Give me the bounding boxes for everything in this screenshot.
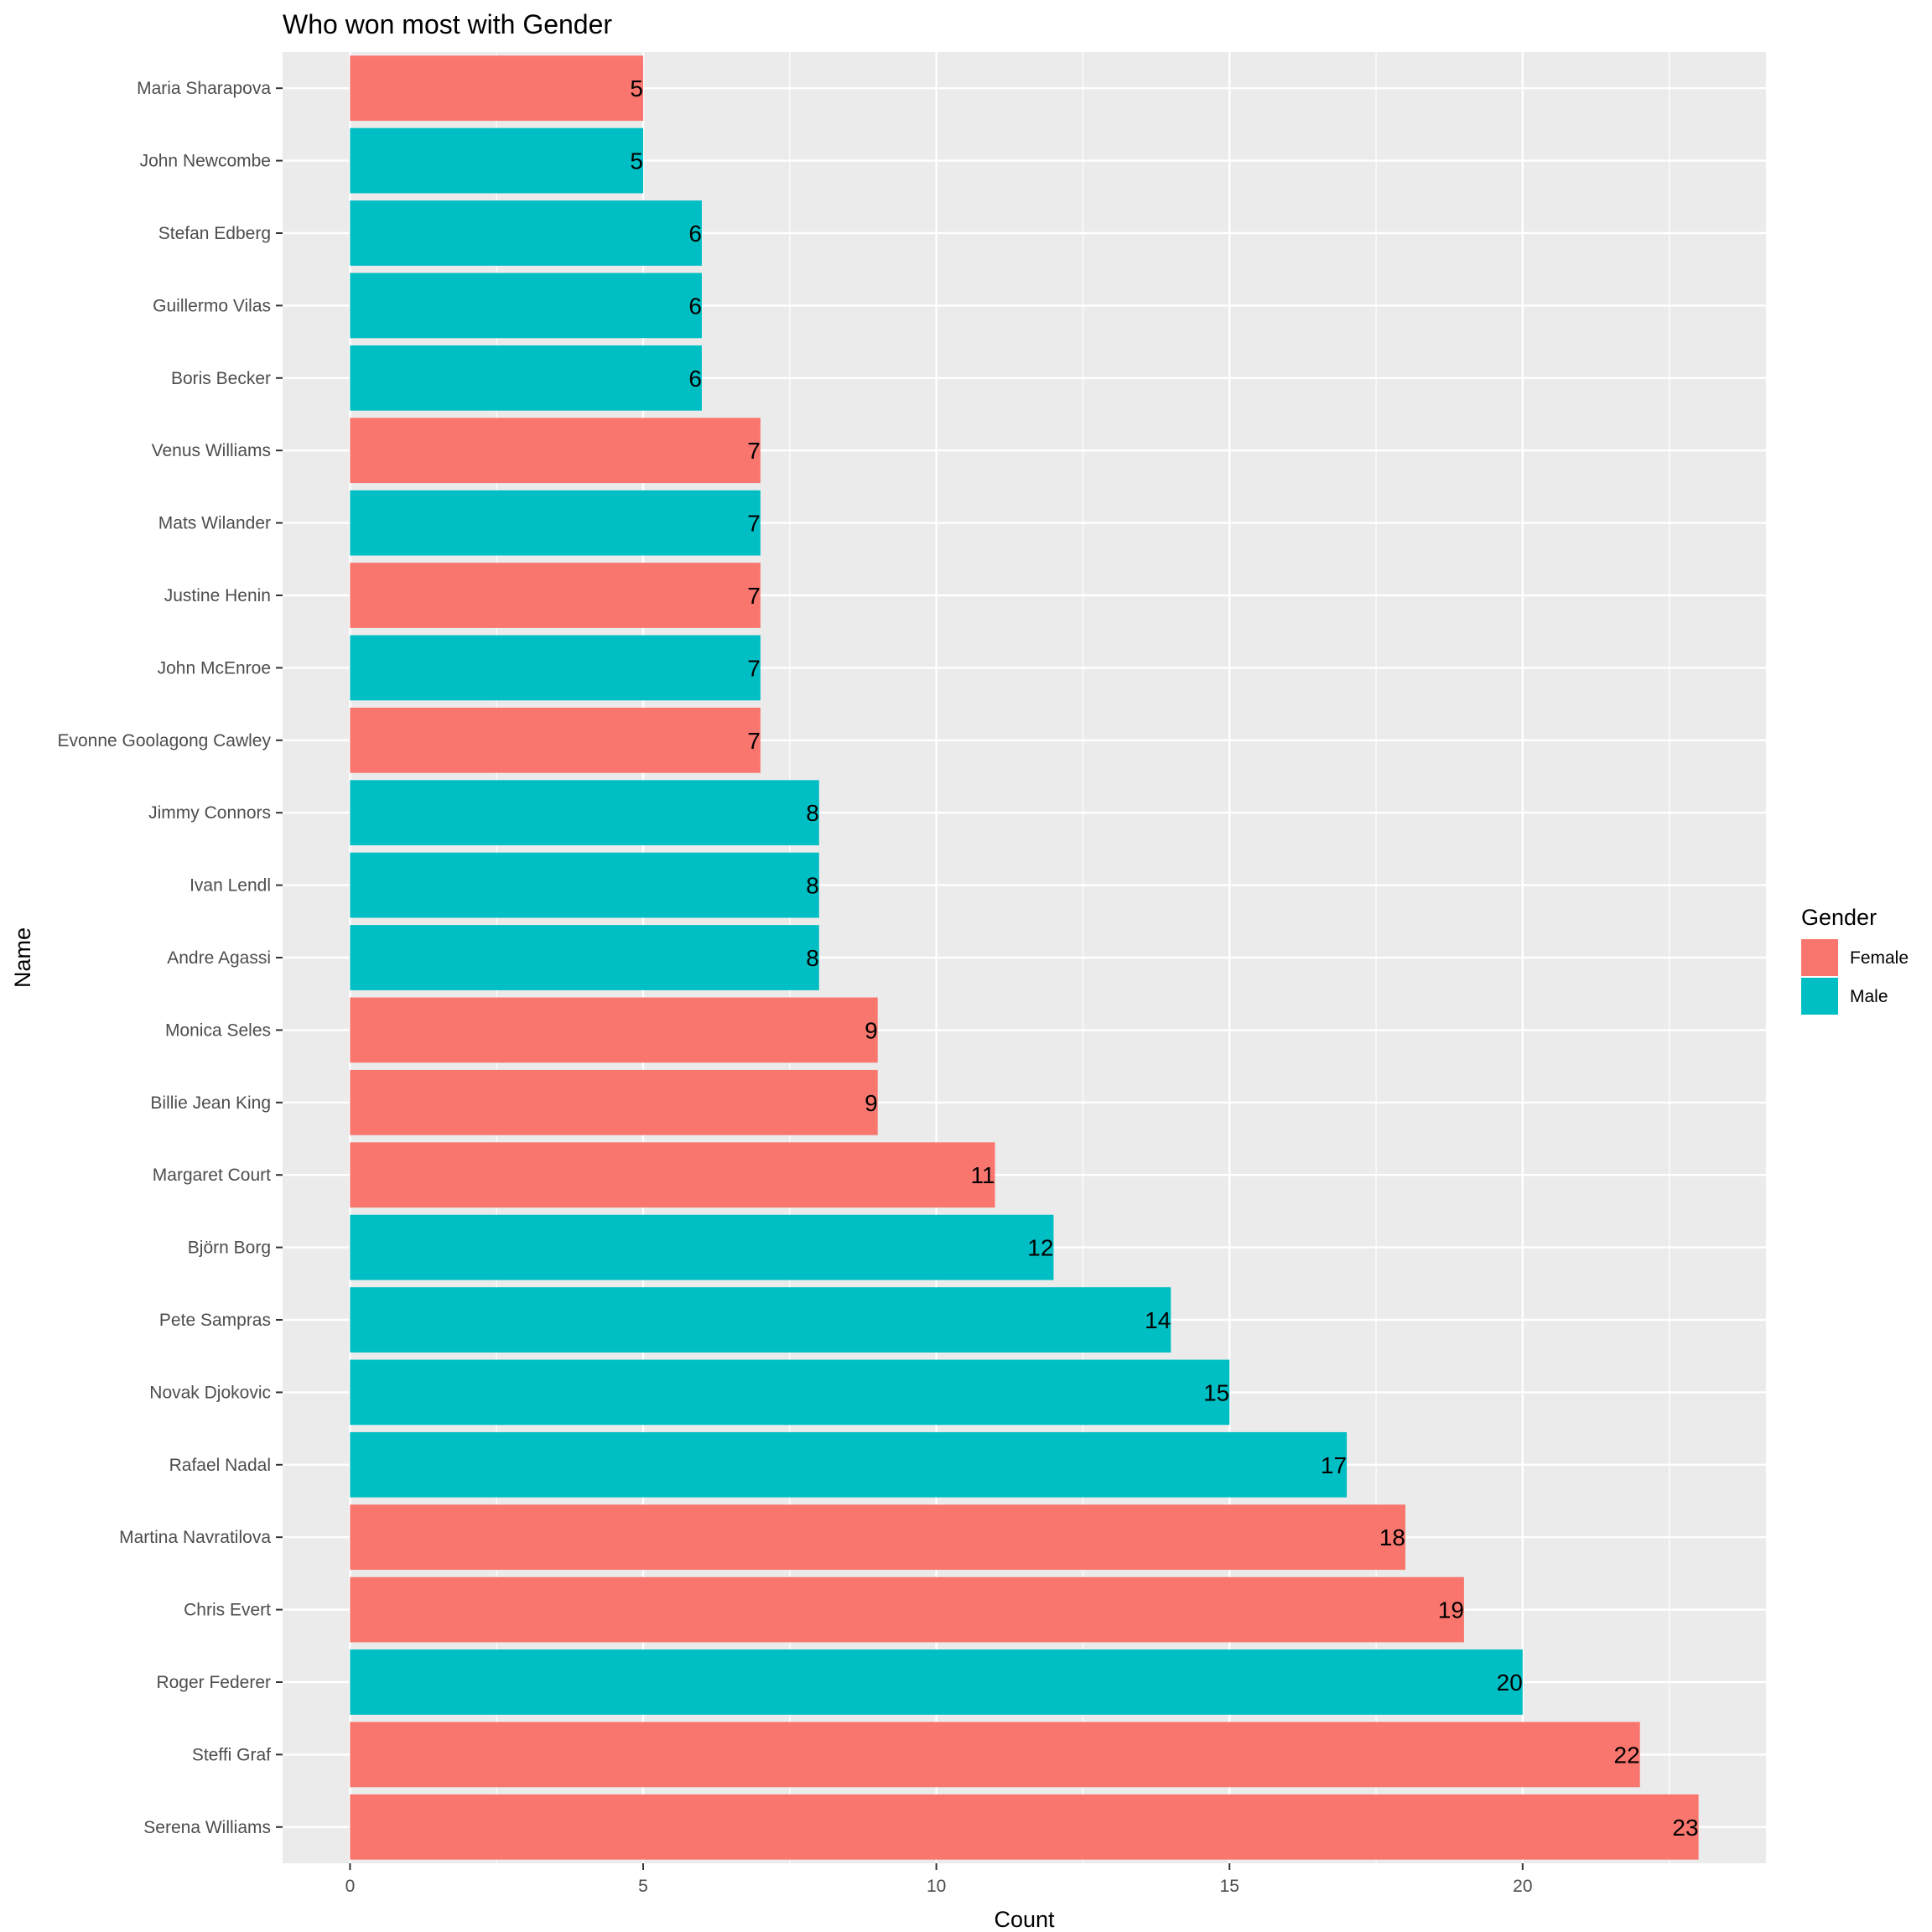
y-tick-label: Martina Navratilova	[119, 1528, 271, 1547]
bar	[350, 925, 819, 990]
bar-value-labels: 5 5 6 6 6 7 7 7 7 7 8 8 8 9 9 11 12 14 15 17 18 19 20 22 23	[630, 75, 1698, 1841]
bar	[350, 1794, 1699, 1860]
bar	[350, 1214, 1054, 1280]
y-axis: Maria Sharapova John Newcombe Stefan Edber…	[57, 79, 283, 1837]
x-tick-label: 5	[638, 1877, 648, 1896]
bar-value-label: 7	[747, 655, 761, 681]
y-tick-label: Jimmy Connors	[148, 803, 271, 823]
legend-label: Male	[1850, 987, 1888, 1006]
bar	[350, 1431, 1348, 1498]
y-tick-label: Justine Henin	[164, 586, 271, 605]
bar	[350, 1359, 1230, 1426]
bar-value-label: 23	[1672, 1815, 1698, 1841]
bar-value-label: 15	[1203, 1379, 1229, 1405]
legend-title: Gender	[1801, 905, 1877, 930]
bar	[350, 852, 819, 918]
y-tick-label: Monica Seles	[165, 1021, 271, 1040]
bar	[350, 345, 702, 411]
x-tick-label: 10	[927, 1877, 946, 1896]
bar-value-label: 18	[1379, 1524, 1405, 1550]
bar	[350, 780, 819, 846]
x-axis: 0 5 10 15 20	[345, 1863, 1533, 1896]
bar-value-label: 17	[1321, 1452, 1347, 1478]
bar	[350, 1576, 1464, 1643]
bar	[350, 200, 702, 266]
bar-value-label: 12	[1027, 1235, 1053, 1261]
bar-value-label: 6	[688, 293, 702, 319]
bar-value-label: 14	[1145, 1307, 1171, 1333]
y-tick-label: Stefan Edberg	[158, 224, 271, 243]
y-tick-label: Margaret Court	[153, 1166, 271, 1185]
bar	[350, 127, 644, 194]
bar	[350, 997, 878, 1063]
bar-value-label: 22	[1614, 1742, 1640, 1768]
bar	[350, 1142, 995, 1208]
bar	[350, 273, 702, 339]
bar-value-label: 19	[1438, 1597, 1464, 1623]
bar	[350, 1069, 878, 1135]
bar	[350, 563, 761, 628]
bar-value-label: 11	[970, 1162, 995, 1188]
y-tick-label: Ivan Lendl	[190, 876, 271, 896]
y-tick-label: Chris Evert	[184, 1601, 271, 1620]
y-tick-label: Roger Federer	[156, 1673, 271, 1692]
bar-value-label: 6	[688, 366, 702, 392]
bar	[350, 707, 761, 773]
y-tick-label: Evonne Goolagong Cawley	[57, 731, 271, 750]
bar-value-label: 7	[747, 438, 761, 464]
legend-key	[1801, 939, 1838, 976]
bar	[350, 635, 761, 701]
bar	[350, 1287, 1171, 1353]
y-tick-label: John McEnroe	[158, 658, 271, 678]
bar	[350, 418, 761, 484]
bar	[350, 1649, 1523, 1715]
y-tick-label: Guillermo Vilas	[153, 296, 271, 315]
y-tick-label: Mats Wilander	[158, 514, 271, 533]
bar-value-label: 20	[1497, 1670, 1523, 1696]
x-tick-label: 20	[1513, 1877, 1532, 1896]
y-tick-label: Novak Djokovic	[149, 1383, 271, 1402]
bar-value-label: 5	[630, 148, 643, 174]
bar	[350, 1504, 1405, 1571]
bar-value-label: 5	[630, 75, 643, 101]
bars-group	[350, 55, 1699, 1860]
y-tick-label: Billie Jean King	[150, 1093, 271, 1113]
bar-value-label: 8	[806, 873, 819, 899]
legend: Gender Female Male	[1801, 905, 1909, 1015]
bar-value-label: 7	[747, 728, 761, 754]
chart-title: Who won most with Gender	[283, 9, 612, 39]
y-tick-label: Serena Williams	[143, 1818, 271, 1837]
bar	[350, 55, 644, 122]
y-tick-label: Pete Sampras	[159, 1311, 271, 1330]
x-axis-title: Count	[994, 1907, 1055, 1932]
y-tick-label: Venus Williams	[152, 441, 271, 460]
bar-value-label: 6	[688, 221, 702, 247]
legend-label: Female	[1850, 948, 1909, 968]
y-tick-label: Maria Sharapova	[137, 79, 271, 98]
x-tick-label: 15	[1220, 1877, 1239, 1896]
y-tick-label: Andre Agassi	[167, 948, 271, 968]
x-tick-label: 0	[345, 1877, 356, 1896]
bar	[350, 1722, 1640, 1788]
y-tick-label: Björn Borg	[188, 1239, 271, 1258]
bar-value-label: 7	[747, 583, 761, 609]
bar-value-label: 9	[865, 1090, 878, 1116]
y-tick-label: Steffi Graf	[192, 1745, 271, 1764]
bar-value-label: 9	[865, 1017, 878, 1043]
bar	[350, 490, 761, 556]
legend-key	[1801, 978, 1838, 1015]
y-tick-label: John Newcombe	[140, 152, 271, 171]
bar-value-label: 8	[806, 800, 819, 826]
y-tick-label: Rafael Nadal	[169, 1456, 271, 1475]
bar-value-label: 8	[806, 945, 819, 971]
bar-value-label: 7	[747, 511, 761, 537]
y-axis-title: Name	[10, 927, 35, 988]
y-tick-label: Boris Becker	[171, 369, 271, 388]
